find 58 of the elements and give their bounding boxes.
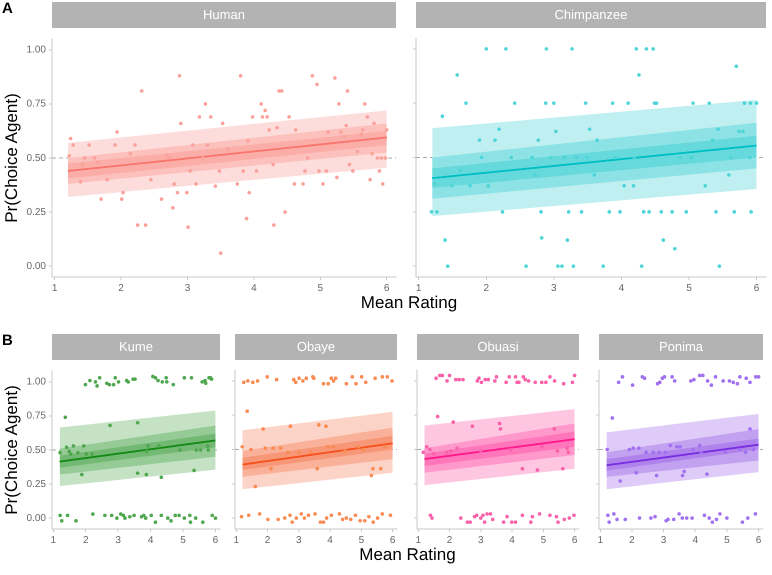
chart-title: Chimpanzee xyxy=(416,2,766,28)
x-tick-label: 2 xyxy=(483,282,490,294)
x-tick-label: 6 xyxy=(384,282,390,294)
x-tick-label: 4 xyxy=(251,282,258,294)
x-tick-label: 2 xyxy=(446,534,453,546)
y-tick-label: 0.25 xyxy=(26,478,46,490)
x-axis-title: Mean Rating xyxy=(360,293,458,313)
x-tick-label: 1 xyxy=(52,282,58,294)
y-tick-label: 0.75 xyxy=(26,410,46,422)
x-tick-label: 4 xyxy=(509,534,516,546)
x-tick-label: 5 xyxy=(180,534,186,546)
x-tick-label: 1 xyxy=(415,534,422,546)
x-tick-label: 6 xyxy=(754,282,760,294)
y-tick-label: 1.00 xyxy=(26,44,46,56)
x-tick-label: 1 xyxy=(597,534,604,546)
x-tick-label: 6 xyxy=(390,534,396,546)
x-tick-label: 5 xyxy=(540,534,547,546)
x-tick-label: 4 xyxy=(327,534,334,546)
chart-title: Kume xyxy=(52,334,220,360)
y-tick-label: 0.50 xyxy=(26,152,46,164)
chart-title: Ponima xyxy=(599,334,763,360)
x-tick-label: 2 xyxy=(629,534,636,546)
x-tick-label: 2 xyxy=(264,534,271,546)
x-tick-label: 3 xyxy=(551,282,558,294)
x-tick-label: 5 xyxy=(724,534,730,546)
x-tick-label: 3 xyxy=(115,534,122,546)
text: B xyxy=(2,332,13,349)
x-tick-label: 3 xyxy=(660,534,667,546)
x-axis-title: Mean Rating xyxy=(359,545,456,565)
x-tick-label: 3 xyxy=(296,534,302,546)
x-tick-label: 4 xyxy=(148,534,154,546)
x-tick-label: 1 xyxy=(416,282,422,294)
y-tick-label: 0.75 xyxy=(26,98,46,110)
x-tick-label: 5 xyxy=(318,282,324,294)
x-tick-label: 4 xyxy=(692,534,698,546)
y-tick-label: 1.00 xyxy=(26,376,46,388)
x-tick-label: 5 xyxy=(358,534,365,546)
y-tick-label: 0.00 xyxy=(26,260,46,272)
x-tick-label: 5 xyxy=(686,282,692,294)
x-tick-label: 1 xyxy=(50,534,57,546)
x-tick-label: 4 xyxy=(618,282,625,294)
x-tick-label: 2 xyxy=(82,534,89,546)
x-tick-label: 6 xyxy=(212,534,219,546)
text: A xyxy=(2,0,13,17)
y-tick-label: 0.50 xyxy=(26,444,46,456)
y-tick-label: 0.00 xyxy=(26,512,46,524)
chart-title: Human xyxy=(52,2,396,28)
chart-title: Obuasi xyxy=(417,334,579,360)
y-tick-label: 0.25 xyxy=(26,206,46,218)
x-tick-label: 6 xyxy=(756,534,762,546)
x-tick-label: 6 xyxy=(572,534,578,546)
x-tick-label: 2 xyxy=(118,282,124,294)
x-tick-label: 3 xyxy=(184,282,191,294)
x-tick-label: 3 xyxy=(478,534,484,546)
chart-title: Obaye xyxy=(235,334,397,360)
x-tick-label: 1 xyxy=(233,534,240,546)
y-axis-title: Pr(Choice Agent) xyxy=(2,93,22,223)
y-axis-title: Pr(Choice Agent) xyxy=(2,385,22,515)
